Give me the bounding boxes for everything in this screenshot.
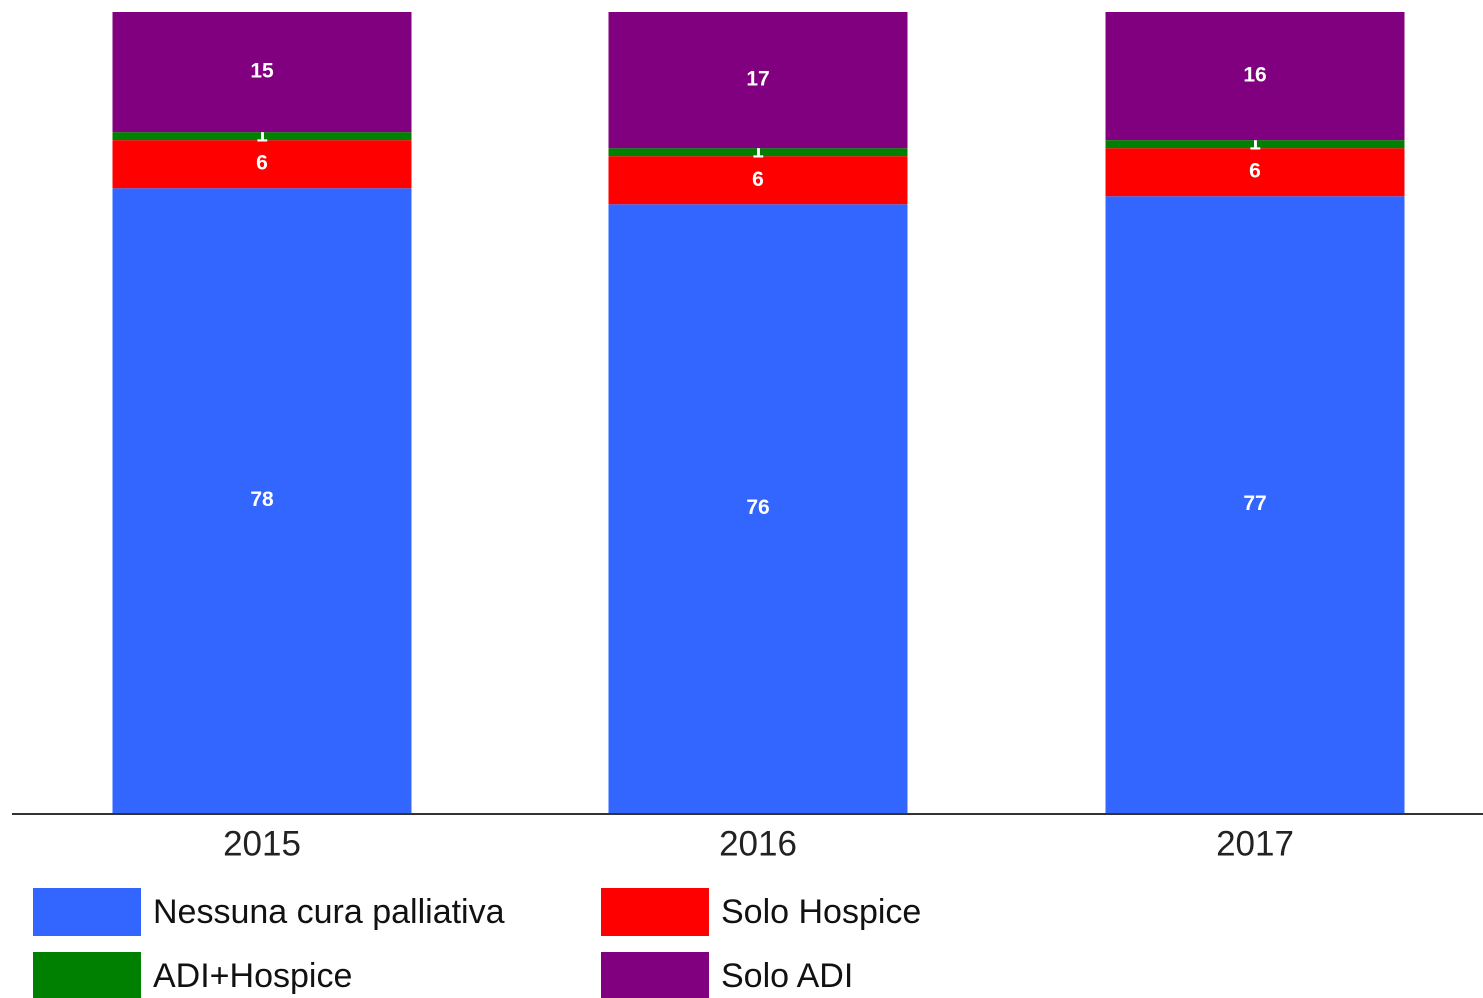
bar-segment: [608, 12, 908, 149]
data-label: 16: [1243, 64, 1266, 87]
bar-segment: [608, 156, 908, 205]
legend-label: ADI+Hospice: [153, 957, 352, 995]
data-label: 6: [752, 168, 764, 191]
bar-segment: [112, 132, 412, 141]
data-label: 77: [1243, 492, 1266, 515]
legend-swatch: [601, 952, 709, 998]
legend-swatch: [33, 888, 141, 936]
bar-segment: [1105, 148, 1405, 197]
data-label: 78: [250, 488, 274, 511]
bar-segment: [112, 12, 412, 133]
x-tick-label: 2017: [1216, 824, 1294, 863]
legend-label: Nessuna cura palliativa: [153, 893, 505, 931]
bar-segment: [1105, 12, 1405, 141]
legend-swatch: [601, 888, 709, 936]
legend-label: Solo ADI: [721, 957, 853, 995]
data-label: 76: [746, 496, 769, 519]
bar-segment: [608, 148, 908, 157]
bar-segment: [1105, 140, 1405, 149]
legend-swatch: [33, 952, 141, 998]
data-label: 17: [746, 68, 769, 91]
data-label: 15: [250, 60, 274, 83]
data-label: 6: [256, 152, 268, 175]
bar-segment: [112, 188, 412, 814]
legend-label: Solo Hospice: [721, 893, 921, 931]
bar-segment: [112, 140, 412, 189]
x-tick-label: 2016: [719, 824, 797, 863]
data-label: 6: [1249, 160, 1261, 183]
bar-segment: [1105, 196, 1405, 814]
x-tick-label: 2015: [223, 824, 301, 863]
bar-segment: [608, 204, 908, 814]
